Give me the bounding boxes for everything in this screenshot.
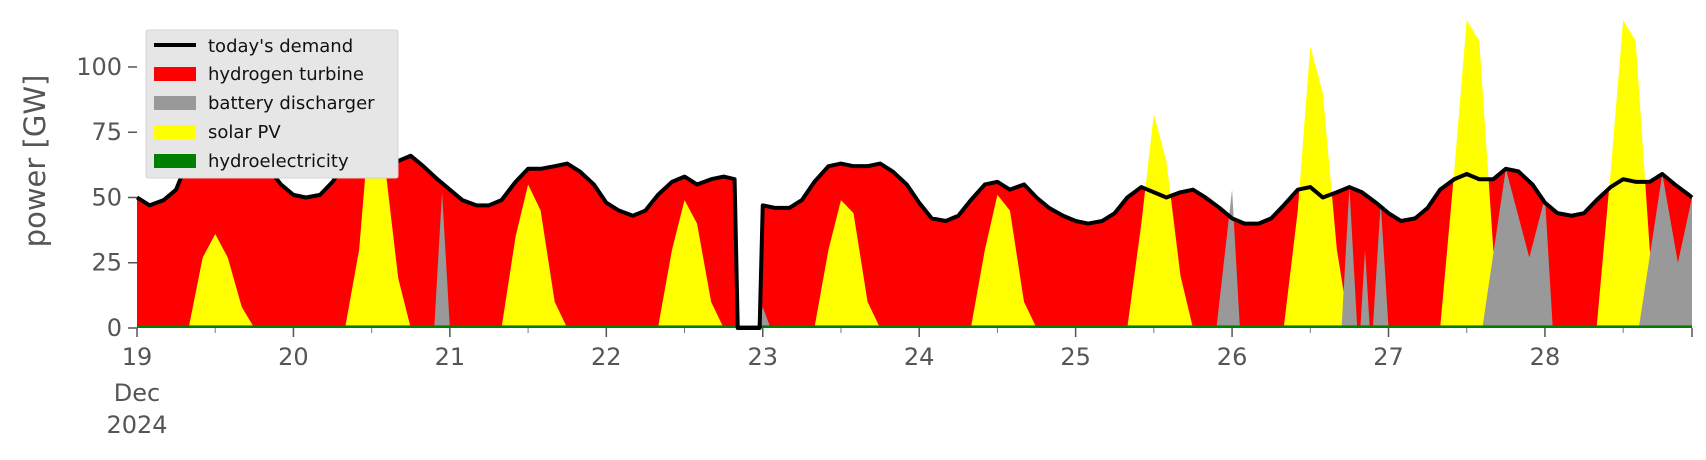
x-tick-month: Dec [114, 379, 160, 407]
plot-area [135, 20, 1694, 330]
x-tick-year: 2024 [106, 411, 167, 439]
x-tick-label: 26 [1217, 343, 1248, 371]
series-area-battery-discharger [434, 168, 1692, 328]
legend-box [145, 29, 399, 179]
legend-label: solar PV [208, 122, 281, 143]
legend-entry-solar: solar PV [154, 122, 281, 143]
legend-swatch-red [154, 67, 196, 81]
legend: today's demand hydrogen turbine battery … [145, 29, 399, 179]
x-tick-label: 22 [591, 343, 622, 371]
legend-label: hydroelectricity [208, 151, 349, 172]
legend-label: battery discharger [208, 93, 375, 114]
x-axis-sublabels: Dec 2024 [106, 379, 167, 439]
y-tick-label: 25 [91, 249, 122, 277]
y-tick-label: 0 [107, 314, 122, 342]
series-area-hydroelectricity [137, 325, 1692, 328]
x-tick-label: 28 [1530, 343, 1561, 371]
legend-swatch-green [154, 154, 196, 168]
legend-entry-demand: today's demand [154, 36, 353, 57]
y-tick-label: 50 [91, 183, 122, 211]
legend-entry-battery: battery discharger [154, 93, 375, 114]
series-line-todays-demand [135, 140, 1694, 330]
y-tick-label: 100 [76, 53, 122, 81]
axes: 0 25 50 75 100 19 20 21 22 23 24 25 26 27 28 [76, 53, 1693, 371]
x-tick-label: 20 [278, 343, 309, 371]
legend-entry-hydro: hydroelectricity [154, 151, 349, 172]
x-tick-label: 21 [435, 343, 466, 371]
x-tick-label: 19 [122, 343, 153, 371]
legend-swatch-yellow [154, 125, 196, 139]
legend-label: hydrogen turbine [208, 64, 364, 85]
x-tick-label: 23 [747, 343, 778, 371]
legend-entry-hydrogen: hydrogen turbine [154, 64, 364, 85]
y-tick-label: 75 [91, 118, 122, 146]
legend-swatch-gray [154, 96, 196, 110]
series-area-solar-pv [188, 20, 1663, 328]
x-tick-label: 24 [904, 343, 935, 371]
x-tick-label: 27 [1373, 343, 1404, 371]
y-axis-label: power [GW] [18, 75, 52, 248]
x-tick-label: 25 [1060, 343, 1091, 371]
legend-label: today's demand [208, 36, 353, 57]
